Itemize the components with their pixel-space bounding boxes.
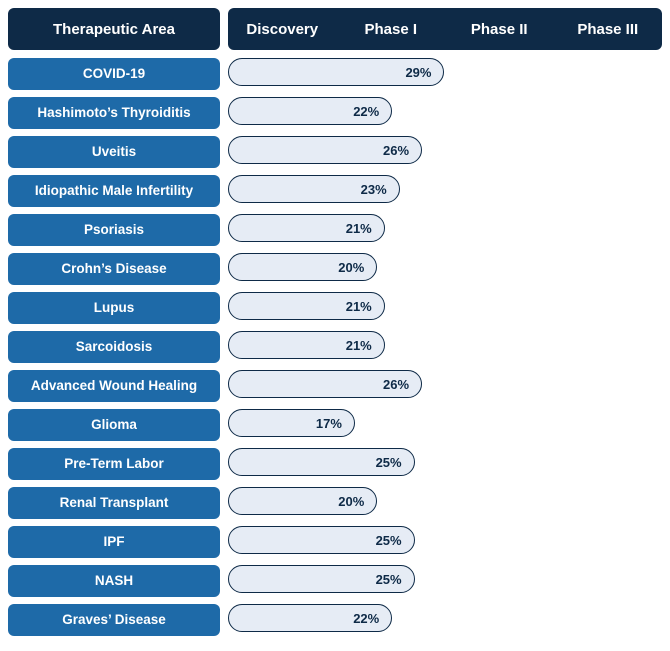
progress-bar: 21% [228, 292, 385, 320]
progress-pct: 23% [361, 182, 387, 197]
therapeutic-area-label: Idiopathic Male Infertility [8, 175, 220, 207]
progress-pct: 21% [346, 299, 372, 314]
therapeutic-area-label: COVID-19 [8, 58, 220, 90]
bar-track: 26% [228, 370, 662, 402]
progress-bar: 17% [228, 409, 355, 437]
bars-column: DiscoveryPhase IPhase IIPhase III 29% 22%… [228, 8, 662, 643]
therapeutic-area-label: Pre-Term Labor [8, 448, 220, 480]
progress-bar: 23% [228, 175, 400, 203]
therapeutic-area-label: Hashimoto’s Thyroiditis [8, 97, 220, 129]
therapeutic-area-label: Renal Transplant [8, 487, 220, 519]
progress-bar: 25% [228, 565, 415, 593]
bar-track: 22% [228, 604, 662, 636]
progress-bar: 20% [228, 253, 377, 281]
progress-pct: 22% [353, 611, 379, 626]
therapeutic-area-label: Lupus [8, 292, 220, 324]
label-column: Therapeutic Area COVID-19 Hashimoto’s Thy… [8, 8, 220, 643]
bar-track: 23% [228, 175, 662, 207]
therapeutic-area-label: IPF [8, 526, 220, 558]
therapeutic-area-label: Psoriasis [8, 214, 220, 246]
phase-header: DiscoveryPhase IPhase IIPhase III [228, 8, 662, 50]
progress-pct: 21% [346, 221, 372, 236]
bar-track: 21% [228, 292, 662, 324]
bar-track: 29% [228, 58, 662, 90]
bar-track: 26% [228, 136, 662, 168]
progress-bar: 26% [228, 370, 422, 398]
progress-pct: 20% [338, 494, 364, 509]
progress-pct: 20% [338, 260, 364, 275]
bar-track: 22% [228, 97, 662, 129]
progress-bar: 25% [228, 526, 415, 554]
bar-track: 20% [228, 487, 662, 519]
progress-bar: 26% [228, 136, 422, 164]
progress-bar: 20% [228, 487, 377, 515]
progress-pct: 21% [346, 338, 372, 353]
bar-track: 17% [228, 409, 662, 441]
therapeutic-area-label: Advanced Wound Healing [8, 370, 220, 402]
progress-bar: 22% [228, 97, 392, 125]
bar-track: 25% [228, 526, 662, 558]
bar-track: 25% [228, 565, 662, 597]
progress-pct: 25% [376, 455, 402, 470]
pipeline-chart: Therapeutic Area COVID-19 Hashimoto’s Thy… [8, 8, 662, 643]
therapeutic-area-label: Graves’ Disease [8, 604, 220, 636]
therapeutic-area-label: Uveitis [8, 136, 220, 168]
progress-pct: 26% [383, 143, 409, 158]
phase-label: Phase III [554, 21, 663, 38]
phase-label: Phase II [445, 21, 554, 38]
phase-label: Discovery [228, 21, 337, 38]
bar-track: 21% [228, 331, 662, 363]
therapeutic-area-label: Sarcoidosis [8, 331, 220, 363]
progress-pct: 25% [376, 572, 402, 587]
therapeutic-area-label: NASH [8, 565, 220, 597]
bar-track: 21% [228, 214, 662, 246]
progress-bar: 22% [228, 604, 392, 632]
therapeutic-area-label: Crohn’s Disease [8, 253, 220, 285]
progress-pct: 29% [405, 65, 431, 80]
progress-bar: 29% [228, 58, 444, 86]
progress-bar: 25% [228, 448, 415, 476]
progress-bar: 21% [228, 214, 385, 242]
progress-pct: 25% [376, 533, 402, 548]
progress-pct: 26% [383, 377, 409, 392]
therapeutic-area-header: Therapeutic Area [8, 8, 220, 50]
bar-track: 20% [228, 253, 662, 285]
therapeutic-area-label: Glioma [8, 409, 220, 441]
progress-bar: 21% [228, 331, 385, 359]
progress-pct: 22% [353, 104, 379, 119]
progress-pct: 17% [316, 416, 342, 431]
phase-label: Phase I [337, 21, 446, 38]
bar-track: 25% [228, 448, 662, 480]
